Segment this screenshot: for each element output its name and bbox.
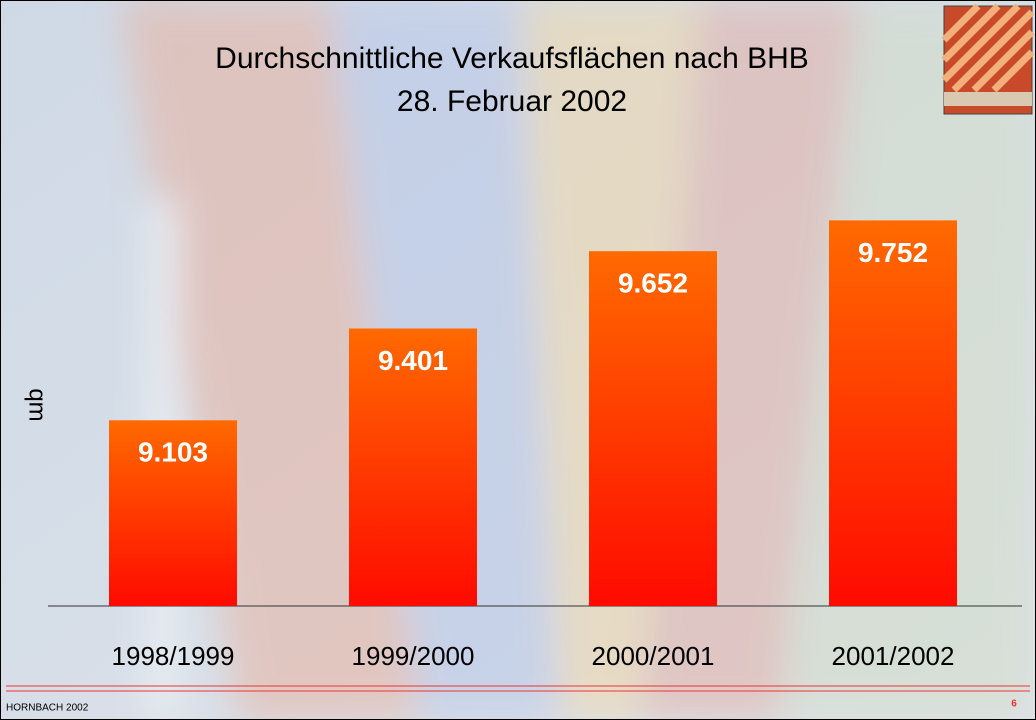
bar: [829, 220, 957, 606]
x-tick-label: 1998/1999: [112, 641, 235, 671]
value-label: 9.652: [618, 268, 688, 299]
footer-text: HORNBACH 2002: [6, 703, 89, 714]
value-label: 9.103: [138, 437, 208, 468]
page: Durchschnittliche Verkaufsflächen nach B…: [0, 0, 1036, 720]
x-tick-label: 2000/2001: [592, 641, 715, 671]
x-tick-label: 1999/2000: [352, 641, 475, 671]
chart-title: Durchschnittliche Verkaufsflächen nach B…: [215, 42, 809, 75]
logo: [944, 6, 1032, 114]
value-label: 9.401: [378, 345, 448, 376]
slide: Durchschnittliche Verkaufsflächen nach B…: [0, 0, 1036, 720]
chart-subtitle: 28. Februar 2002: [397, 85, 627, 118]
y-axis-label: qm: [24, 388, 51, 421]
page-number: 6: [1011, 699, 1017, 710]
x-tick-label: 2001/2002: [832, 641, 955, 671]
bar: [589, 251, 717, 606]
value-label: 9.752: [858, 237, 928, 268]
